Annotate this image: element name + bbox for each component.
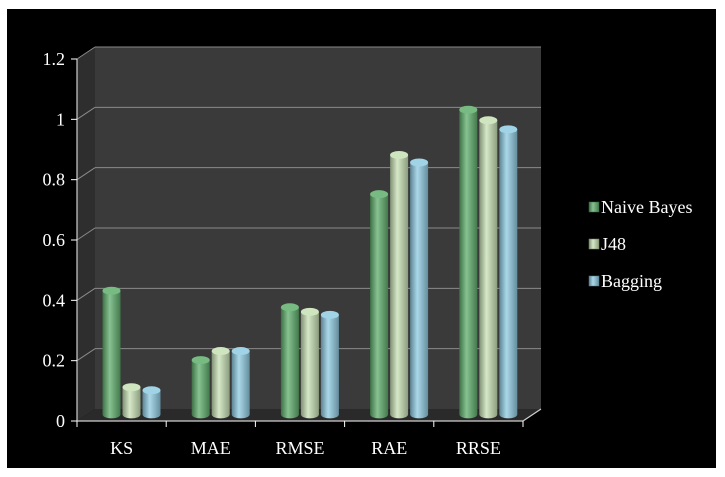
bar-top [479,116,498,125]
bar [211,347,230,419]
bar-top [211,347,230,356]
x-tick-label: RAE [371,438,407,458]
bar [102,286,121,419]
x-axis-ticks: KS MAE RMSE RAE RRSE [76,421,524,458]
bar [459,105,478,419]
x-tick-label: MAE [191,438,231,458]
y-axis-ticks: 0 0.2 0.4 0.6 0.8 1 1.2 [43,49,77,431]
bar-body [122,387,141,419]
legend-swatch [588,238,600,250]
bar-top [231,347,250,356]
grid-line-side [76,227,96,241]
y-tick-label: 0.8 [43,170,66,190]
bar [122,383,141,419]
y-tick-label: 1.2 [43,49,66,69]
bar-top [191,356,210,365]
bar-body [320,314,339,419]
x-tick-label: RMSE [275,438,324,458]
grid-line-side [76,348,96,362]
bar-body [142,390,161,419]
legend: Naive Bayes J48 Bagging [588,197,692,291]
legend-swatch [588,201,600,213]
grid-line-side [76,287,96,301]
bar-body [390,154,409,419]
y-tick-label: 0.6 [43,230,66,250]
x-tick-label: RRSE [456,438,501,458]
bar [231,347,250,419]
bar [280,303,299,419]
legend-label: J48 [601,234,626,254]
bar-top [459,105,478,114]
grid-line-side [76,106,96,120]
y-tick-label: 0.4 [43,290,66,310]
bars [102,105,518,419]
grid-line-side [76,46,96,60]
bar-top [320,310,339,319]
bar-body [300,311,319,419]
bar [191,356,210,419]
bar-top [499,125,518,134]
grid-line-side [76,167,96,181]
floor-edge [522,408,542,422]
legend-swatch [588,275,600,287]
y-tick-label: 1 [56,109,65,129]
legend-label: Bagging [601,271,662,291]
bar [499,125,518,419]
bar [370,190,389,419]
bar [320,310,339,419]
bar-body [102,290,121,419]
bar [300,307,319,419]
bar-top [390,150,409,159]
chart-frame: 0 0.2 0.4 0.6 0.8 1 1.2 KS MAE RMSE RAE RRSE Naive… [7,9,716,468]
bar-top [122,383,141,392]
bar-top [370,190,389,199]
bar-body [410,162,429,419]
bar-body [280,307,299,419]
bar [390,150,409,419]
bar-top [410,158,429,167]
bar-top [102,286,121,295]
x-tick-label: KS [110,438,133,458]
bar-body [231,351,250,419]
bar-body [191,360,210,419]
bar-body [479,120,498,419]
bar-top [142,386,161,395]
y-tick-label: 0 [56,411,65,431]
bar [142,386,161,419]
bar [410,158,429,419]
bar-top [280,303,299,312]
bar-top [300,307,319,316]
bar-body [459,109,478,419]
bar-body [211,351,230,419]
bar [479,116,498,419]
bar-body [499,129,518,419]
bar-chart: 0 0.2 0.4 0.6 0.8 1 1.2 KS MAE RMSE RAE RRSE Naive… [43,46,692,458]
legend-label: Naive Bayes [601,197,692,217]
y-tick-label: 0.2 [43,351,66,371]
bar-body [370,194,389,419]
